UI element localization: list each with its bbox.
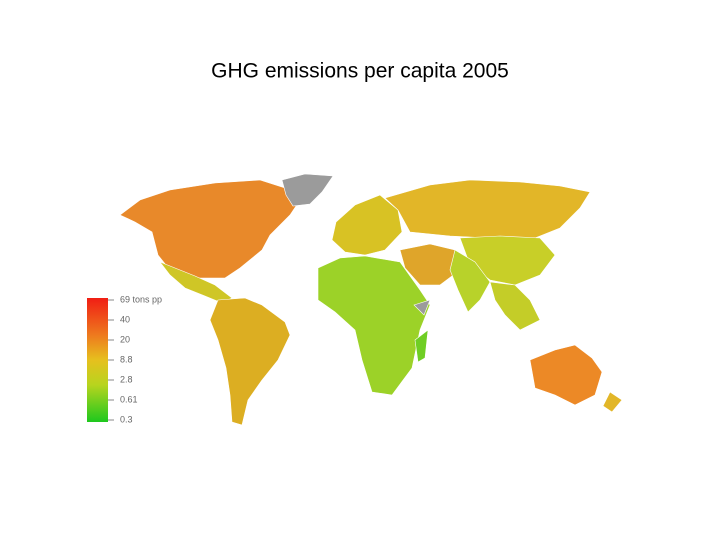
world-map [119, 173, 623, 426]
southeast-asia [489, 281, 541, 331]
north-america [119, 179, 301, 279]
slide-title: GHG emissions per capita 2005 [211, 60, 509, 83]
legend-label: 0.61 [120, 394, 138, 404]
legend-label: 40 [120, 314, 130, 324]
legend-label: 20 [120, 334, 130, 344]
legend-color-bar [87, 298, 108, 422]
australia [529, 344, 603, 406]
madagascar [414, 329, 429, 363]
south-america [209, 297, 291, 426]
south-asia [449, 249, 491, 313]
legend-label: 2.8 [120, 374, 133, 384]
legend-label: 0.3 [120, 414, 133, 424]
new-zealand [602, 391, 623, 413]
somalia [413, 299, 431, 316]
legend: 69 tons pp 40 20 8.8 2.8 0.61 0.3 [87, 294, 162, 424]
greenland [281, 173, 334, 207]
north-asia [384, 179, 591, 241]
africa [317, 255, 431, 396]
legend-label: 69 tons pp [120, 294, 162, 304]
europe [331, 194, 403, 256]
legend-label: 8.8 [120, 354, 133, 364]
middle-east [399, 243, 461, 286]
